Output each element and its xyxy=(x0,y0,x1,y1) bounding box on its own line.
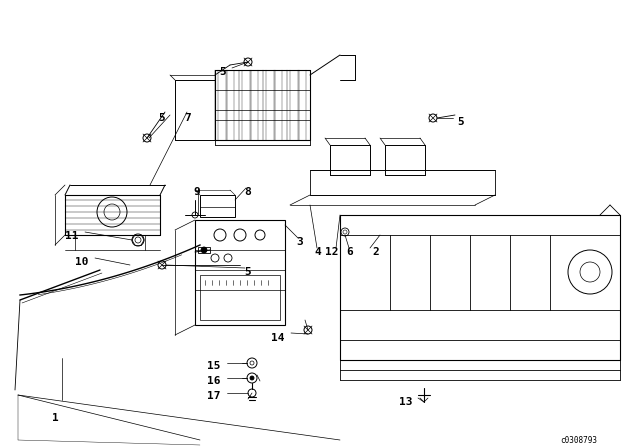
Text: 9: 9 xyxy=(193,187,200,197)
Bar xyxy=(198,247,210,253)
Text: 7: 7 xyxy=(184,113,191,123)
Text: 8: 8 xyxy=(244,187,252,197)
Text: 14: 14 xyxy=(271,333,284,343)
Text: 13: 13 xyxy=(399,397,412,407)
Text: 2: 2 xyxy=(372,247,379,257)
Text: 16: 16 xyxy=(207,376,220,386)
Text: 5: 5 xyxy=(220,67,226,77)
Bar xyxy=(200,195,235,217)
Text: 12: 12 xyxy=(324,247,338,257)
Text: 15: 15 xyxy=(207,361,220,371)
Text: 11: 11 xyxy=(65,231,78,241)
Text: 3: 3 xyxy=(296,237,303,247)
Text: 5: 5 xyxy=(159,113,165,123)
Text: 10: 10 xyxy=(74,257,88,267)
Text: c0308793: c0308793 xyxy=(560,435,597,444)
Text: 5: 5 xyxy=(244,267,252,277)
Text: 4: 4 xyxy=(315,247,321,257)
Circle shape xyxy=(201,247,207,253)
Text: 17: 17 xyxy=(207,391,220,401)
Text: 6: 6 xyxy=(347,247,353,257)
Bar xyxy=(195,220,285,325)
Bar xyxy=(200,275,280,320)
Text: 5: 5 xyxy=(457,117,464,127)
Text: 1: 1 xyxy=(52,413,58,423)
Circle shape xyxy=(250,376,254,380)
